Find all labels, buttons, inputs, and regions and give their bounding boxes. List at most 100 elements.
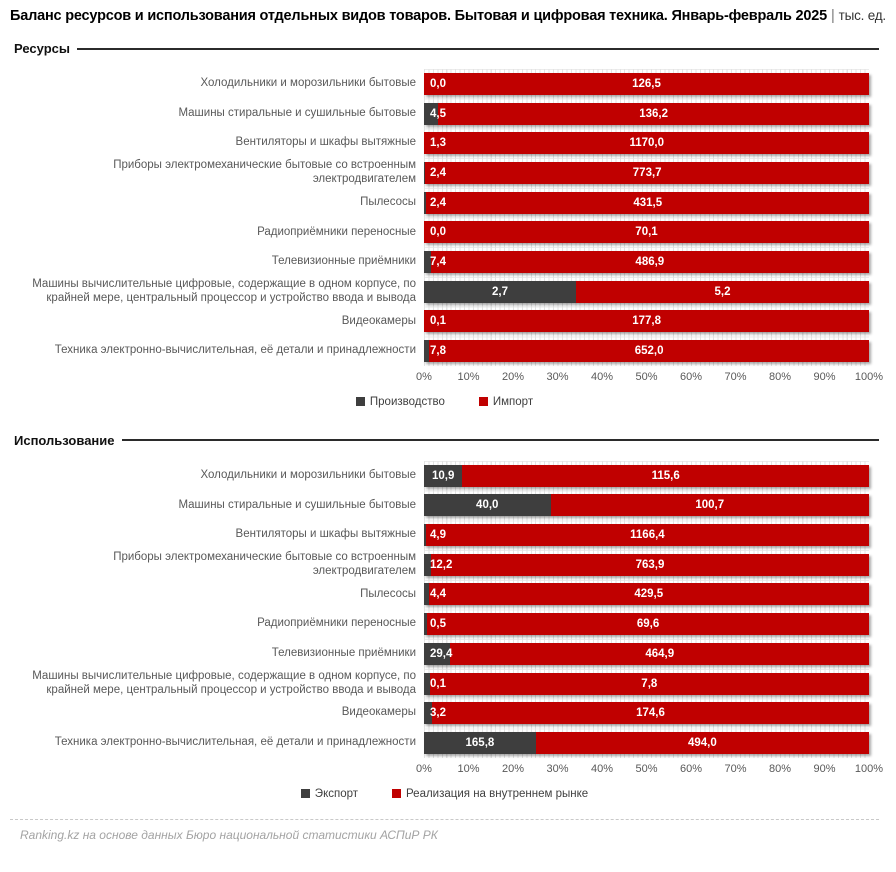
bar-row: 0,0 70,1 bbox=[424, 217, 869, 247]
bar-row: 165,8 494,0 bbox=[424, 728, 869, 758]
domestic-sales-segment: 1166,4 bbox=[425, 524, 869, 547]
export-value-label: 3,2 bbox=[430, 707, 446, 720]
stacked-bar: 10,9 115,6 bbox=[424, 464, 869, 487]
export-value-label: 165,8 bbox=[465, 736, 495, 749]
stacked-bar: 165,8 494,0 bbox=[424, 731, 869, 754]
x-axis-tick: 70% bbox=[724, 370, 747, 383]
export-value-label: 10,9 bbox=[431, 469, 455, 482]
category-label: Вентиляторы и шкафы вытяжные bbox=[235, 136, 416, 149]
stacked-bar: 0,5 69,6 bbox=[424, 613, 869, 636]
import-segment: 1170,0 bbox=[424, 132, 869, 155]
domestic-sales-segment: 100,7 bbox=[550, 494, 869, 517]
bar-row: 4,9 1166,4 bbox=[424, 520, 869, 550]
category-label: Телевизионные приёмники bbox=[271, 647, 416, 660]
section-usage-title: Использование bbox=[14, 432, 115, 448]
import-segment: 431,5 bbox=[426, 191, 869, 214]
category-label: Приборы электромеханические бытовые со в… bbox=[113, 551, 416, 577]
bar-row: 12,2 763,9 bbox=[424, 550, 869, 580]
category-label: Пылесосы bbox=[360, 587, 416, 600]
domestic-sales-segment: 494,0 bbox=[535, 731, 869, 754]
x-axis-tick: 70% bbox=[724, 762, 747, 775]
domestic-sales-value-label: 464,9 bbox=[645, 647, 675, 660]
bar-row: 2,7 5,2 bbox=[424, 277, 869, 307]
legend-swatch-icon bbox=[478, 397, 488, 407]
stacked-bar: 0,0 126,5 bbox=[424, 72, 869, 95]
legend-swatch-icon bbox=[300, 789, 310, 799]
bar-row: 0,1 7,8 bbox=[424, 669, 869, 699]
import-segment: 126,5 bbox=[424, 72, 869, 95]
plot-area: 0,0 126,5 4,5 136,2 1,3 1170,0 2,4 773,7 2,4 431,… bbox=[424, 69, 869, 366]
domestic-sales-value-label: 100,7 bbox=[695, 499, 725, 512]
category-label: Машины вычислительные цифровые, содержащ… bbox=[32, 669, 416, 696]
category-label: Вентиляторы и шкафы вытяжные bbox=[235, 528, 416, 541]
x-axis-tick: 50% bbox=[635, 370, 658, 383]
import-value-label: 177,8 bbox=[632, 315, 661, 328]
domestic-sales-segment: 69,6 bbox=[427, 613, 869, 636]
import-value-label: 126,5 bbox=[632, 77, 661, 90]
domestic-sales-value-label: 494,0 bbox=[688, 736, 717, 749]
stacked-bar: 2,4 431,5 bbox=[424, 191, 869, 214]
chart-title-text: Баланс ресурсов и использования отдельны… bbox=[10, 8, 828, 24]
x-axis-tick: 100% bbox=[854, 370, 884, 383]
legend: Производство Импорт bbox=[10, 396, 879, 408]
x-axis-tick: 40% bbox=[590, 762, 614, 775]
export-segment bbox=[424, 524, 426, 547]
production-value-label: 4,5 bbox=[430, 107, 446, 120]
title-separator: | bbox=[831, 8, 835, 24]
production-segment bbox=[424, 191, 427, 214]
import-value-label: 431,5 bbox=[633, 196, 663, 209]
import-segment: 5,2 bbox=[576, 280, 869, 303]
category-label: Холодильники и морозильники бытовые bbox=[200, 77, 417, 90]
stacked-bar: 0,1 177,8 bbox=[424, 310, 869, 333]
export-segment bbox=[424, 702, 432, 725]
x-axis-tick: 0% bbox=[416, 370, 432, 383]
x-axis-tick: 0% bbox=[416, 762, 432, 775]
legend-swatch-icon bbox=[355, 397, 365, 407]
stacked-bar: 0,0 70,1 bbox=[424, 221, 869, 244]
production-segment: 2,7 bbox=[424, 280, 577, 303]
production-value-label: 7,8 bbox=[430, 345, 446, 358]
import-value-label: 70,1 bbox=[635, 226, 658, 239]
production-value-label: 0,0 bbox=[430, 226, 446, 239]
section-resources: Ресурсы Холодильники и морозильники быто… bbox=[10, 41, 883, 408]
section-header-rule bbox=[76, 47, 879, 50]
category-label: Видеокамеры bbox=[341, 314, 416, 327]
legend-label: Импорт bbox=[492, 395, 534, 408]
export-value-label: 40,0 bbox=[476, 499, 499, 512]
category-label: Машины стиральные и сушильные бытовые bbox=[178, 498, 416, 511]
category-label: Машины вычислительные цифровые, содержащ… bbox=[32, 278, 416, 304]
stacked-bar: 2,4 773,7 bbox=[424, 161, 869, 184]
legend-label: Реализация на внутреннем рынке bbox=[406, 787, 589, 800]
x-axis-tick: 90% bbox=[813, 370, 836, 383]
production-value-label: 7,4 bbox=[430, 255, 446, 268]
category-label: Техника электронно-вычислительная, её де… bbox=[54, 344, 416, 357]
bar-row: 2,4 773,7 bbox=[424, 158, 869, 188]
bar-row: 0,0 126,5 bbox=[424, 69, 869, 99]
export-value-label: 0,5 bbox=[430, 618, 446, 631]
category-label: Телевизионные приёмники bbox=[271, 255, 416, 268]
stacked-bar: 4,5 136,2 bbox=[424, 102, 869, 125]
category-label: Пылесосы bbox=[360, 195, 416, 208]
domestic-sales-value-label: 174,6 bbox=[636, 707, 665, 720]
stacked-bar: 7,4 486,9 bbox=[424, 250, 869, 273]
import-value-label: 5,2 bbox=[714, 285, 731, 298]
domestic-sales-value-label: 7,8 bbox=[641, 677, 658, 690]
stacked-bar: 29,4 464,9 bbox=[424, 642, 869, 665]
stacked-bar: 0,1 7,8 bbox=[424, 672, 869, 695]
resources-chart: Холодильники и морозильники бытовые Машин… bbox=[10, 69, 883, 408]
x-axis-tick: 30% bbox=[546, 370, 569, 383]
export-value-label: 12,2 bbox=[430, 558, 453, 571]
x-axis-tick: 80% bbox=[768, 370, 792, 383]
bar-row: 7,8 652,0 bbox=[424, 336, 869, 366]
x-axis: 0% 10% 20% 30% 40% 50% 60% 70% 80% 90% 100% bbox=[416, 370, 883, 386]
production-value-label: 2,4 bbox=[430, 166, 446, 179]
legend-item-export: Экспорт bbox=[300, 788, 358, 800]
category-label: Приборы электромеханические бытовые со в… bbox=[113, 159, 416, 185]
stacked-bar: 3,2 174,6 bbox=[424, 702, 869, 725]
production-value-label: 1,3 bbox=[430, 137, 446, 150]
bar-row: 2,4 431,5 bbox=[424, 188, 869, 218]
domestic-sales-value-label: 69,6 bbox=[636, 618, 660, 631]
legend-label: Производство bbox=[369, 395, 445, 408]
x-axis-tick: 90% bbox=[813, 762, 836, 775]
